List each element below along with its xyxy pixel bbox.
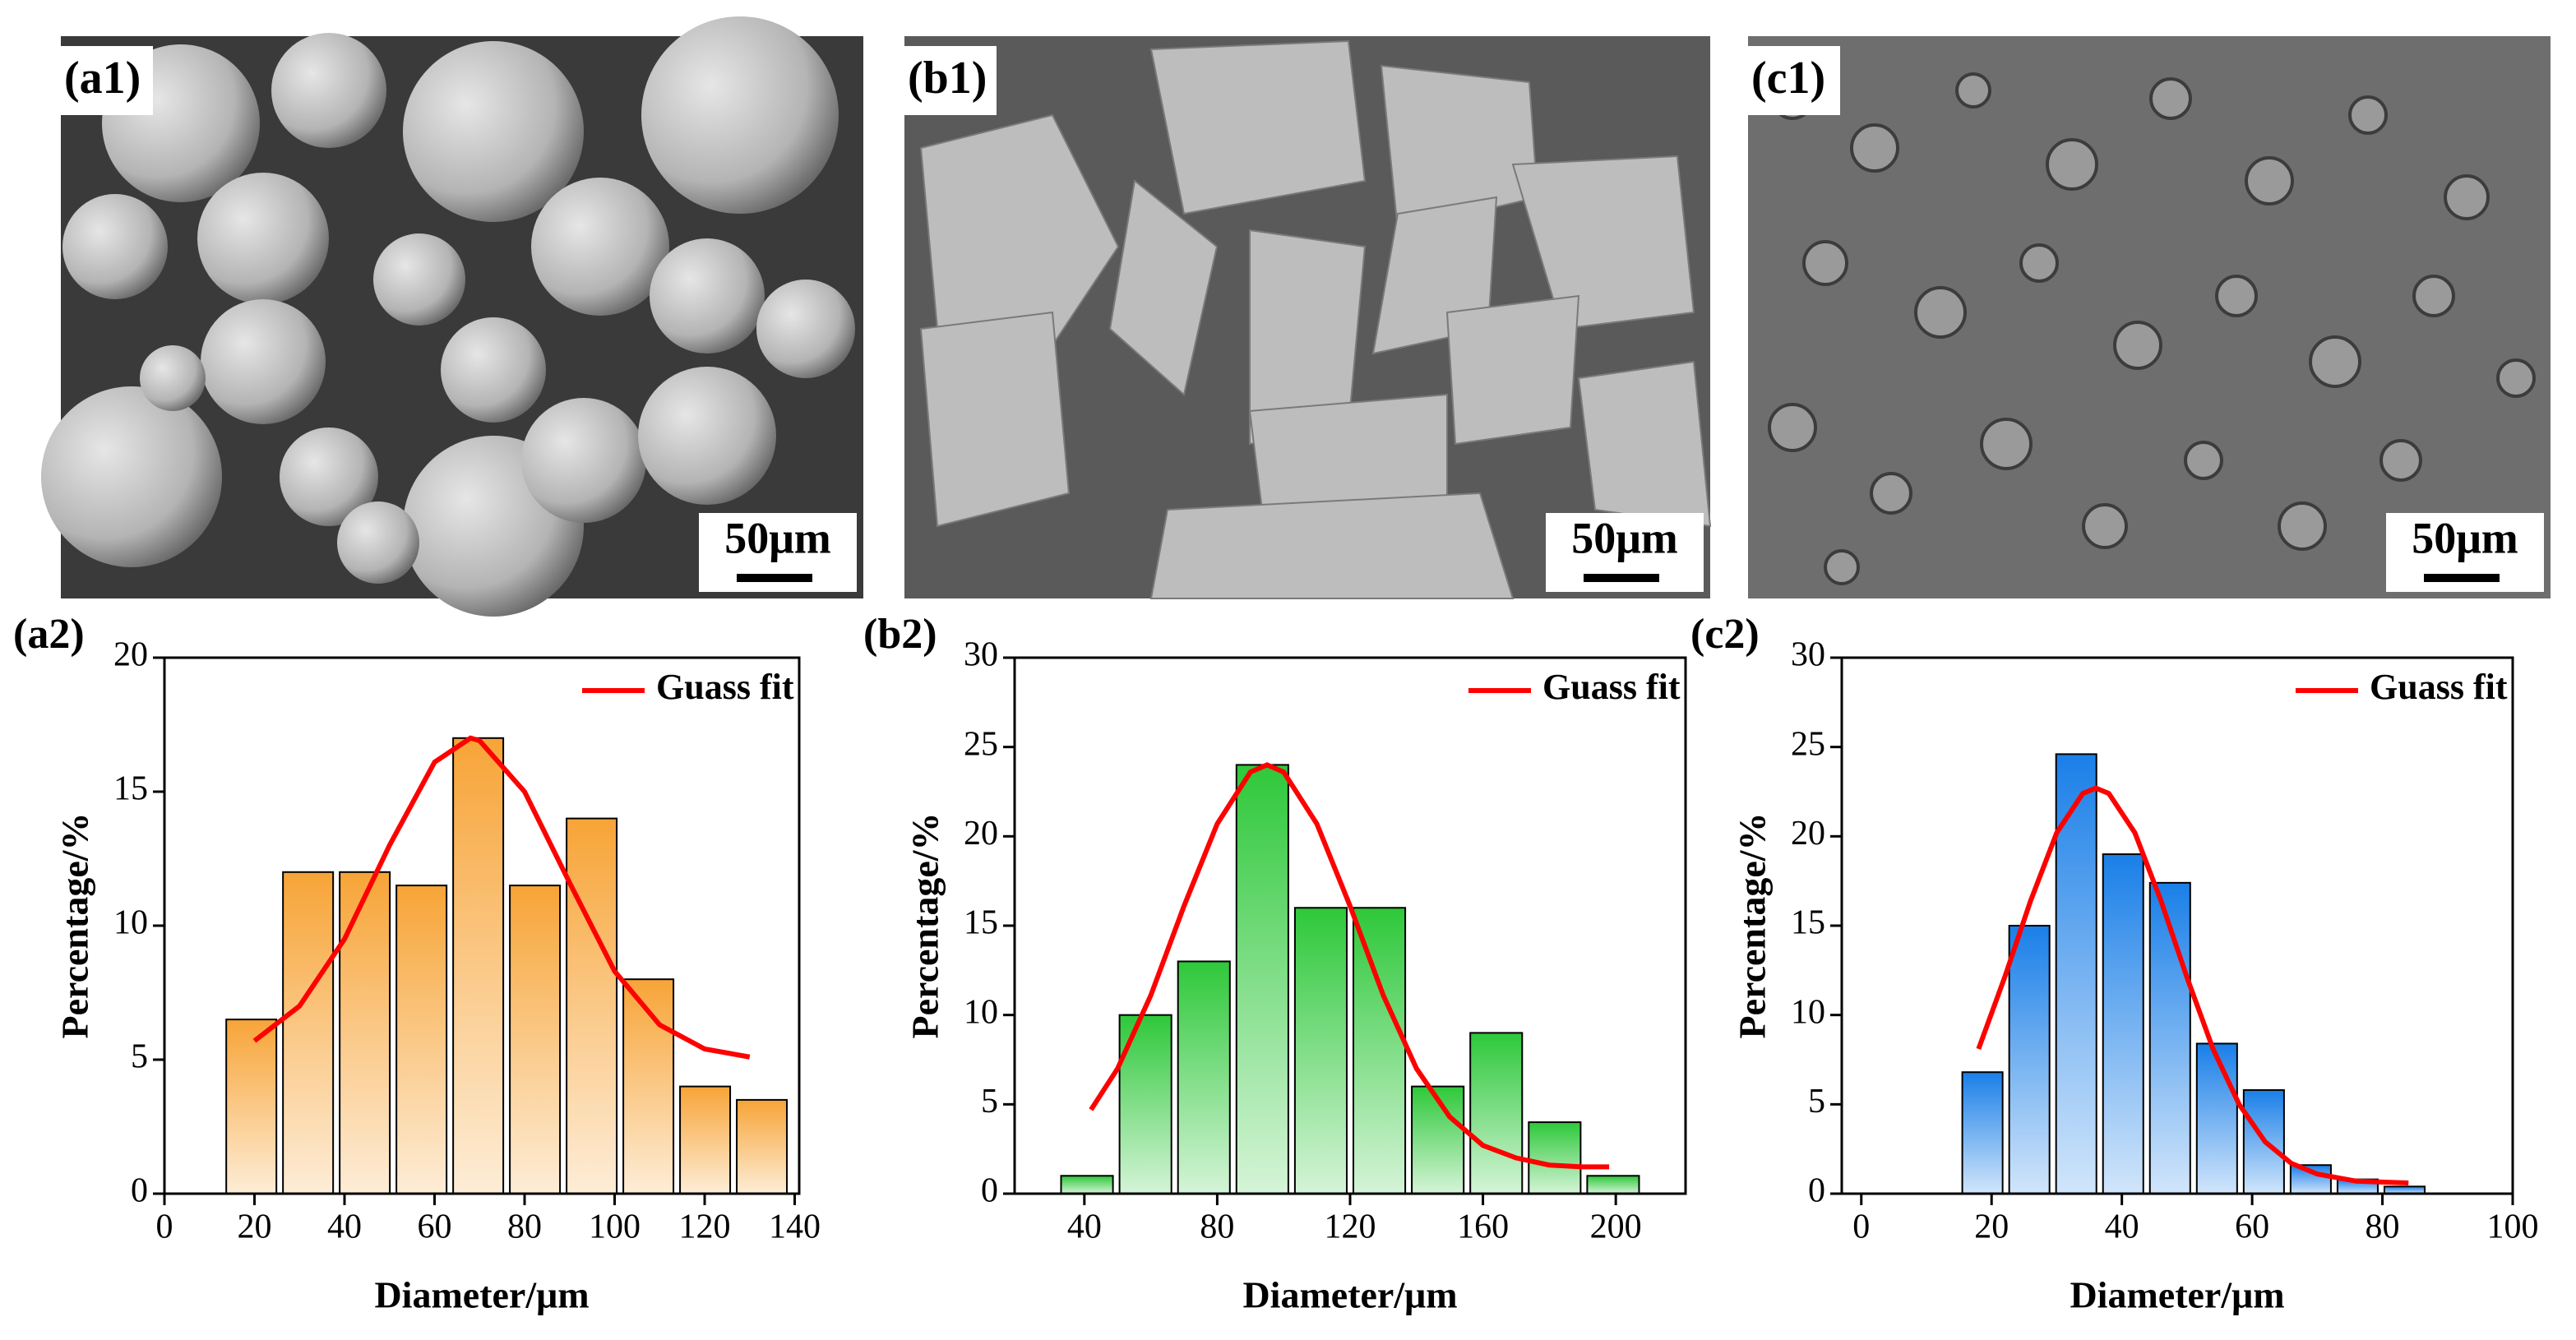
spheres [41, 16, 855, 617]
bar [2102, 853, 2144, 1194]
x-tick-label: 80 [1200, 1208, 1234, 1246]
x-tick-label: 0 [156, 1208, 173, 1246]
y-tick-label: 25 [964, 725, 998, 763]
label-box [904, 46, 997, 115]
bar [1528, 1121, 1582, 1194]
x-tick-label: 140 [769, 1208, 821, 1246]
scale-bar [737, 574, 812, 582]
y-tick-label: 5 [981, 1083, 998, 1121]
histogram-chart: Guass fit 40 80 120 160 200 0 5 10 15 20 25 30 Diamet… [863, 611, 1687, 1316]
plot-frame [1013, 656, 1687, 1195]
x-axis-title: Diameter/μm [1242, 1274, 1457, 1316]
y-tick-label: 5 [1808, 1083, 1825, 1121]
y-tick-label: 20 [1791, 815, 1825, 853]
x-tick-label: 40 [1067, 1208, 1102, 1246]
legend-label: Guass fit [1542, 667, 1681, 707]
scale-bar [2424, 574, 2500, 582]
bar [736, 1098, 789, 1195]
scale-bar [1584, 574, 1659, 582]
scale-bar-text: 50μm [2412, 513, 2518, 562]
bar [282, 871, 335, 1195]
y-tick-label: 15 [1791, 904, 1825, 942]
scale-bar-text: 50μm [724, 513, 831, 562]
x-tick-label: 80 [2366, 1208, 2400, 1246]
histogram-chart: Guass fit 0 20 40 60 80 100 0 5 10 15 20 25 30 Diamete… [1690, 611, 2539, 1316]
panel-label: (c2) [1690, 611, 1760, 658]
y-tick-label: 0 [131, 1172, 148, 1210]
bar [2008, 925, 2051, 1194]
bar [1586, 1175, 1640, 1195]
y-tick-label: 0 [1808, 1172, 1825, 1210]
bar [1177, 960, 1231, 1194]
y-tick-label: 30 [964, 636, 998, 674]
x-tick-label: 120 [1325, 1208, 1376, 1246]
bar [339, 871, 391, 1195]
bar [1235, 764, 1289, 1194]
bar [1411, 1085, 1465, 1194]
y-tick-label: 10 [113, 904, 148, 942]
scale-bar-text: 50μm [1571, 513, 1678, 562]
fit-line [252, 735, 751, 1060]
bar [509, 885, 562, 1194]
label-box [1748, 46, 1840, 115]
image-label: (b1) [908, 53, 987, 104]
y-tick-label: 10 [964, 993, 998, 1031]
x-tick-label: 20 [238, 1208, 272, 1246]
bar [395, 885, 448, 1194]
y-axis-title: Percentage/% [1732, 812, 1774, 1038]
bar [1293, 907, 1348, 1195]
bar [679, 1085, 732, 1194]
x-axis-title: Diameter/μm [374, 1274, 589, 1316]
x-tick-label: 60 [2235, 1208, 2269, 1246]
y-tick-label: 5 [131, 1038, 148, 1076]
bar [1353, 907, 1407, 1195]
x-tick-label: 200 [1590, 1208, 1642, 1246]
y-tick-label: 10 [1791, 993, 1825, 1031]
x-axis-title: Diameter/μm [2070, 1274, 2284, 1316]
x-tick-label: 40 [327, 1208, 362, 1246]
y-tick-label: 20 [964, 815, 998, 853]
bar [452, 737, 505, 1194]
x-tick-label: 100 [589, 1208, 641, 1246]
y-tick-label: 0 [981, 1172, 998, 1210]
bar [1469, 1032, 1524, 1195]
bar [1961, 1071, 2004, 1195]
sem-images [41, 16, 2551, 617]
bar [225, 1019, 278, 1194]
y-tick-label: 15 [964, 904, 998, 942]
y-axis-title: Percentage/% [904, 812, 946, 1038]
image-label: (c1) [1751, 53, 1825, 104]
y-axis-title: Percentage/% [54, 812, 96, 1038]
y-tick-label: 25 [1791, 725, 1825, 763]
label-box [61, 46, 153, 115]
bar [2055, 753, 2097, 1194]
histogram-chart: Guass fit 0 20 40 60 80 100 120 140 0 5 10 15 20 Diame… [13, 611, 821, 1316]
x-tick-label: 60 [418, 1208, 452, 1246]
x-tick-label: 100 [2487, 1208, 2539, 1246]
bar [2195, 1042, 2238, 1194]
x-tick-label: 80 [507, 1208, 542, 1246]
fit-line [1976, 785, 2409, 1185]
bar [1060, 1175, 1114, 1195]
legend-label: Guass fit [656, 667, 794, 707]
x-tick-label: 40 [2105, 1208, 2139, 1246]
panel-label: (b2) [863, 611, 937, 658]
x-tick-label: 160 [1457, 1208, 1509, 1246]
image-label: (a1) [64, 53, 141, 104]
grains [919, 39, 1712, 599]
y-tick-label: 30 [1791, 636, 1825, 674]
x-tick-label: 0 [1852, 1208, 1870, 1246]
legend-label: Guass fit [2370, 667, 2508, 707]
x-tick-label: 20 [1974, 1208, 2009, 1246]
x-tick-label: 120 [679, 1208, 731, 1246]
fit-line [1089, 762, 1610, 1170]
y-tick-label: 15 [113, 770, 148, 808]
panel-label: (a2) [13, 611, 85, 658]
y-tick-label: 20 [113, 636, 148, 674]
bar [566, 817, 618, 1194]
